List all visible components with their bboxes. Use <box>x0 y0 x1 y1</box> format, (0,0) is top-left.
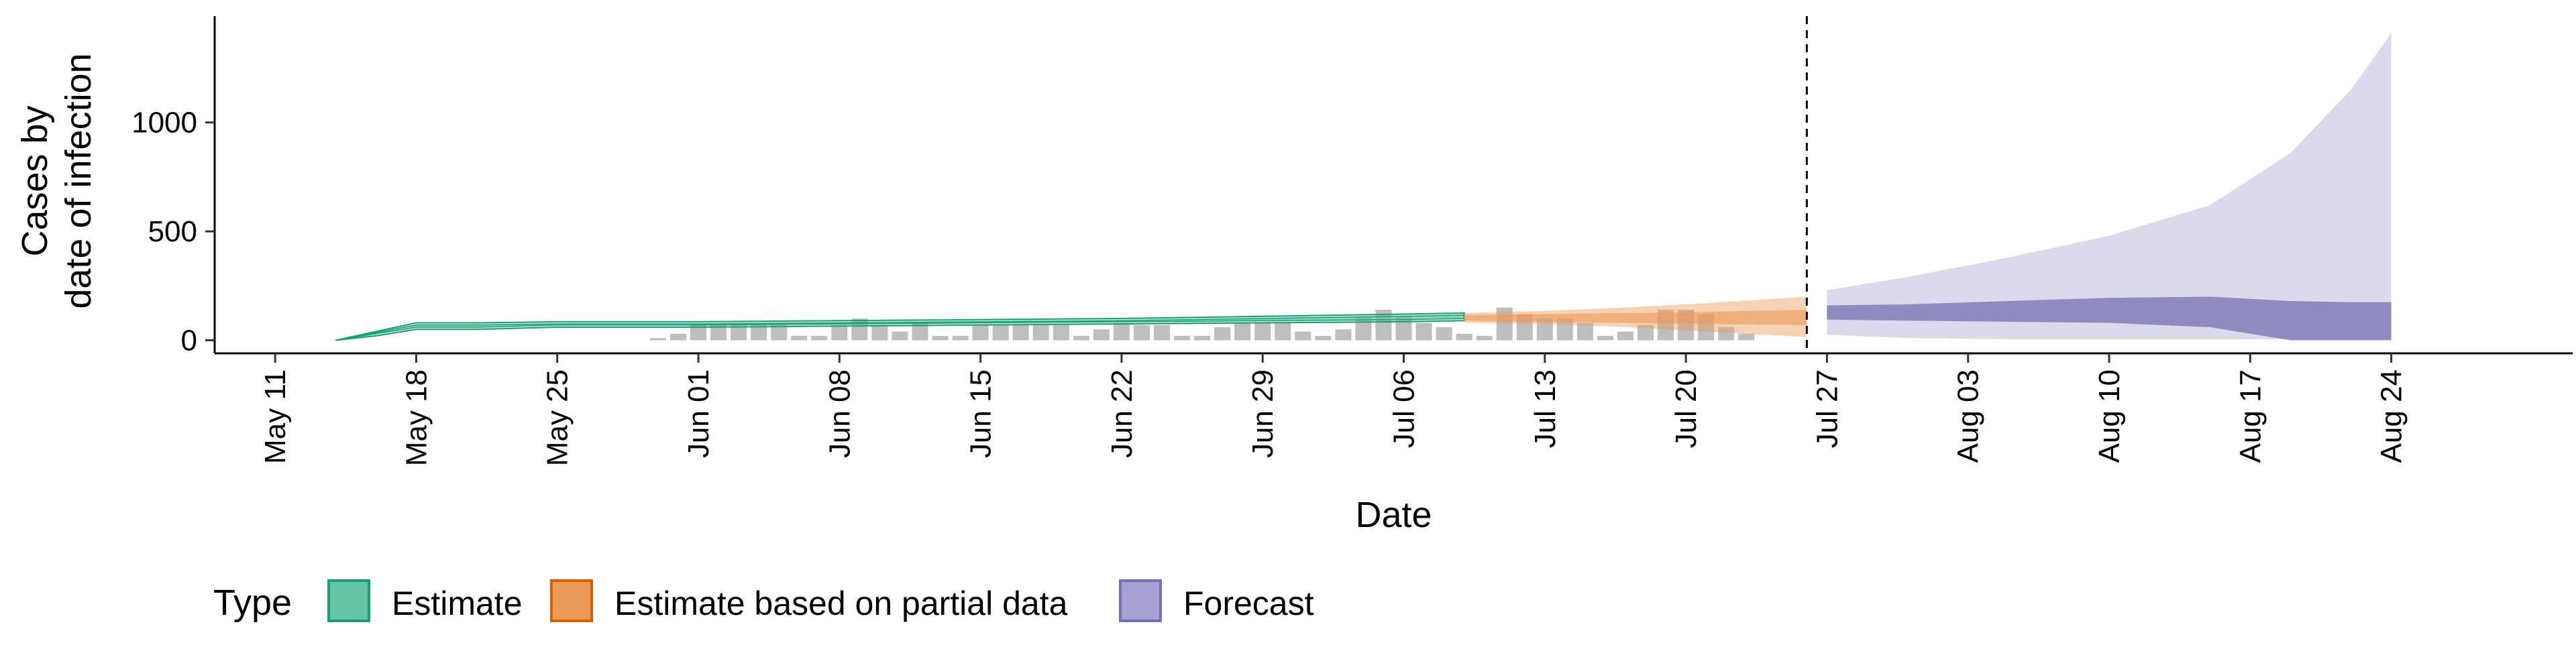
observed-case-bar <box>1012 325 1029 341</box>
observed-case-bar <box>1032 325 1049 341</box>
observed-case-bar <box>710 325 727 341</box>
axes: 0 500 1000 May 11 May 18 May 25 Jun 01 Jun 08 Ju… <box>131 16 2573 466</box>
legend-label: Estimate <box>392 585 523 622</box>
observed-case-bar <box>1576 322 1593 341</box>
y-tick-label: 0 <box>181 325 197 357</box>
x-tick-label: Jul 27 <box>1811 369 1843 448</box>
forecast-outer-band <box>1827 33 2392 339</box>
legend-label: Forecast <box>1183 585 1314 622</box>
observed-case-bar <box>690 325 707 341</box>
observed-case-bar <box>1174 336 1191 341</box>
x-tick-label: Jun 01 <box>682 369 715 458</box>
legend-key <box>1119 579 1162 622</box>
observed-case-bar <box>1335 329 1352 341</box>
x-tick-label: Aug 24 <box>2375 369 2408 463</box>
legend-key <box>550 579 593 622</box>
observed-case-bar <box>1133 325 1150 341</box>
x-tick-label: Jul 13 <box>1529 369 1562 448</box>
observed-case-bar <box>1536 318 1553 341</box>
x-tick-label: May 18 <box>400 369 433 466</box>
observed-case-bar <box>1436 327 1452 341</box>
x-tick-label: Jun 29 <box>1246 369 1279 458</box>
observed-case-bar <box>649 338 666 341</box>
observed-case-bar <box>1113 322 1130 341</box>
observed-case-bar <box>1617 331 1634 341</box>
x-tick-label: Aug 03 <box>1952 369 1985 463</box>
observed-case-bar <box>972 325 989 341</box>
observed-case-bar <box>669 333 686 341</box>
x-tick-label: Aug 17 <box>2234 369 2267 463</box>
x-tick-label: Jul 06 <box>1388 369 1421 448</box>
observed-case-bar <box>771 325 788 341</box>
observed-case-bar <box>1295 331 1311 341</box>
observed-case-bar <box>992 325 1009 341</box>
axis-labels: Date Cases by date of infection <box>15 53 1432 535</box>
observed-case-bar <box>731 325 747 341</box>
observed-case-bar <box>892 331 908 341</box>
observed-case-bar <box>1718 327 1735 341</box>
observed-case-bar <box>1053 325 1069 341</box>
estimate-bands <box>335 33 2392 341</box>
observed-case-bar <box>1315 336 1332 341</box>
x-tick-label: Jun 15 <box>965 369 998 458</box>
observed-case-bar <box>1597 336 1613 341</box>
x-tick-label: Jul 20 <box>1670 369 1703 448</box>
observed-case-bar <box>1456 333 1472 341</box>
observed-case-bar <box>1415 322 1432 341</box>
observed-case-bar <box>932 336 949 341</box>
y-tick-label: 500 <box>148 215 197 248</box>
legend: Type Estimate Estimate based on partial da… <box>213 579 1314 623</box>
forecast-inner-band <box>1827 296 2392 341</box>
estimate-based-on-partial-data-inner-band <box>1464 310 1807 325</box>
observed-case-bar <box>1093 329 1110 341</box>
x-tick-label: Aug 10 <box>2093 369 2126 463</box>
y-axis-title-line: date of infection <box>58 53 99 308</box>
observed-case-bar <box>1556 318 1573 341</box>
legend-key <box>327 579 370 622</box>
x-axis-title: Date <box>1355 495 1432 535</box>
observed-case-bar <box>1496 307 1513 341</box>
observed-case-bar <box>1254 322 1271 341</box>
observed-case-bar <box>1153 325 1171 341</box>
observed-case-bar <box>1234 322 1251 341</box>
x-tick-label: Jun 08 <box>823 369 856 458</box>
observed-case-bar <box>1073 336 1089 341</box>
x-tick-label: May 25 <box>541 369 574 466</box>
observed-case-bar <box>751 325 767 341</box>
legend-label: Estimate based on partial data <box>614 585 1068 622</box>
observed-case-bar <box>1194 336 1211 341</box>
observed-case-bar <box>1275 322 1291 341</box>
observed-case-bar <box>1476 336 1493 341</box>
observed-case-bar <box>952 336 969 341</box>
observed-case-bar <box>1214 327 1231 341</box>
observed-bars <box>649 307 1755 341</box>
observed-case-bar <box>791 336 808 341</box>
observed-case-bar <box>831 325 848 341</box>
observed-case-bar <box>871 325 888 341</box>
observed-case-bar <box>1638 325 1654 341</box>
observed-case-bar <box>811 336 828 341</box>
y-tick-label: 1000 <box>131 107 197 139</box>
observed-case-bar <box>1738 333 1755 341</box>
x-tick-label: May 11 <box>259 369 292 464</box>
observed-case-bar <box>851 318 868 341</box>
y-axis-title-line: Cases by <box>15 105 55 256</box>
x-tick-label: Jun 22 <box>1106 369 1138 458</box>
observed-case-bar <box>1395 316 1412 341</box>
legend-title: Type <box>213 583 292 623</box>
